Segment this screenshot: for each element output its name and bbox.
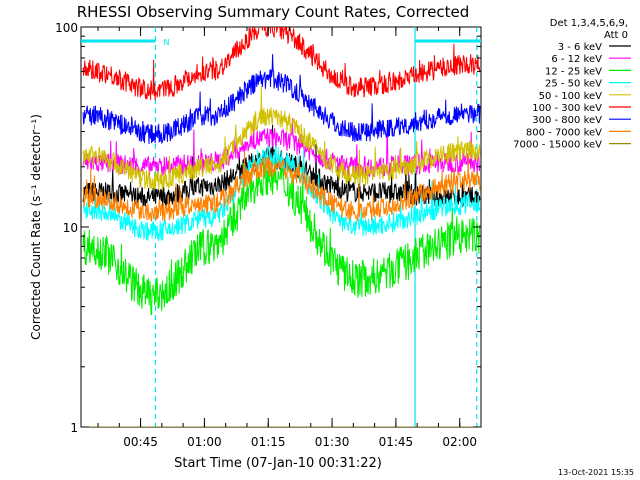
legend-entry-label: 50 - 100 keV: [539, 91, 603, 102]
series-line: [82, 150, 481, 223]
legend-header: Att 0: [604, 30, 628, 41]
x-tick-label: 01:15: [251, 435, 286, 449]
y-tick-label: 1: [70, 421, 78, 435]
x-tick-label: 01:30: [315, 435, 350, 449]
chart-title: RHESSI Observing Summary Count Rates, Co…: [77, 3, 470, 21]
legend-entry-label: 12 - 25 keV: [545, 66, 602, 77]
night-bar-label: N: [163, 38, 169, 47]
legend-entry-label: 3 - 6 keV: [558, 42, 602, 53]
legend-entry-label: 6 - 12 keV: [551, 54, 602, 65]
legend-entry-label: 25 - 50 keV: [545, 79, 602, 90]
series-line: [82, 144, 481, 242]
legend-entry-label: 7000 - 15000 keV: [513, 140, 602, 151]
series-line: [82, 158, 481, 316]
series-line: [82, 86, 481, 191]
x-tick-label: 02:00: [442, 435, 477, 449]
x-tick-label: 01:00: [187, 435, 222, 449]
legend-entry-label: 300 - 800 keV: [532, 115, 602, 126]
y-tick-label: 10: [63, 221, 78, 235]
y-axis-label: Corrected Count Rate (s⁻¹ detector⁻¹): [29, 114, 43, 340]
legend-header: Det 1,3,4,5,6,9,: [550, 18, 628, 29]
series-line: [82, 27, 481, 101]
x-tick-label: 01:45: [379, 435, 414, 449]
y-tick-label: 100: [55, 21, 78, 35]
legend-entry-label: 100 - 300 keV: [532, 103, 602, 114]
timestamp: 13-Oct-2021 15:35: [558, 468, 634, 477]
x-tick-label: 00:45: [123, 435, 158, 449]
legend-entry-label: 800 - 7000 keV: [526, 127, 602, 138]
series-line: [82, 54, 481, 145]
x-axis-label: Start Time (07-Jan-10 00:31:22): [174, 456, 382, 471]
